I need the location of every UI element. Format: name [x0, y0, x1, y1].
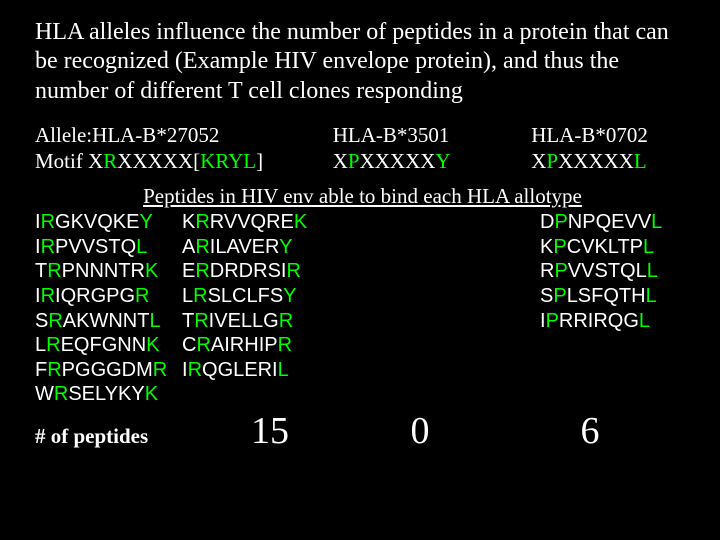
peptide-row: IPRRIRQGL: [540, 309, 690, 334]
footer-label: # of peptides: [35, 424, 215, 449]
peptide-row: RPVVSTQLL: [540, 259, 690, 284]
motif-3: XPXXXXXL: [531, 148, 690, 174]
peptide-row: FRPGGGDMR: [35, 358, 182, 383]
peptide-row: ARILAVERY: [182, 235, 420, 260]
peptide-col-3: [420, 210, 540, 407]
allele-3: HLA-B*0702: [531, 122, 690, 148]
peptides-header: Peptides in HIV env able to bind each HL…: [35, 184, 690, 209]
peptide-row: WRSELYKYK: [35, 382, 182, 407]
peptide-row: LRSLCLFSY: [182, 284, 420, 309]
peptide-row: KRRVVQREK: [182, 210, 420, 235]
peptide-row: SRAKWNNTL: [35, 309, 182, 334]
allele-2: HLA-B*3501: [333, 122, 531, 148]
peptide-row: TRIVELLGR: [182, 309, 420, 334]
peptide-col-4: DPNPQEVVLKPCVKLTPLRPVVSTQLLSPLSFQTHLIPRR…: [540, 210, 690, 407]
peptide-col-1: IRGKVQKEYIRPVVSTQLTRPNNNTRKIRIQRGPGRSRAK…: [35, 210, 182, 407]
peptide-row: IRGKVQKEY: [35, 210, 182, 235]
peptide-row: DPNPQEVVL: [540, 210, 690, 235]
motif-row: Motif XRXXXXX[KRYL] XPXXXXXY XPXXXXXL: [35, 148, 690, 174]
peptide-row: ERDRDRSIR: [182, 259, 420, 284]
peptide-row: SPLSFQTHL: [540, 284, 690, 309]
peptide-row: KPCVKLTPL: [540, 235, 690, 260]
allele-block: Allele:HLA-B*27052 HLA-B*3501 HLA-B*0702…: [35, 122, 690, 175]
footer-row: # of peptides 15 0 6: [35, 409, 690, 453]
count-3: 6: [515, 409, 665, 453]
allele-row: Allele:HLA-B*27052 HLA-B*3501 HLA-B*0702: [35, 122, 690, 148]
peptide-col-2: KRRVVQREKARILAVERYERDRDRSIRLRSLCLFSYTRIV…: [182, 210, 420, 407]
peptide-row: IRIQRGPGR: [35, 284, 182, 309]
allele-1: Allele:HLA-B*27052: [35, 122, 333, 148]
count-2: 0: [325, 409, 515, 453]
motif-1: Motif XRXXXXX[KRYL]: [35, 148, 333, 174]
peptide-row: IRPVVSTQL: [35, 235, 182, 260]
motif-2: XPXXXXXY: [333, 148, 531, 174]
count-1: 15: [215, 409, 325, 453]
peptide-row: LREQFGNNK: [35, 333, 182, 358]
peptides-grid: IRGKVQKEYIRPVVSTQLTRPNNNTRKIRIQRGPGRSRAK…: [35, 210, 690, 407]
title-text: HLA alleles influence the number of pept…: [35, 18, 690, 106]
peptide-row: TRPNNNTRK: [35, 259, 182, 284]
peptide-row: CRAIRHIPR: [182, 333, 420, 358]
peptide-row: IRQGLERIL: [182, 358, 420, 383]
